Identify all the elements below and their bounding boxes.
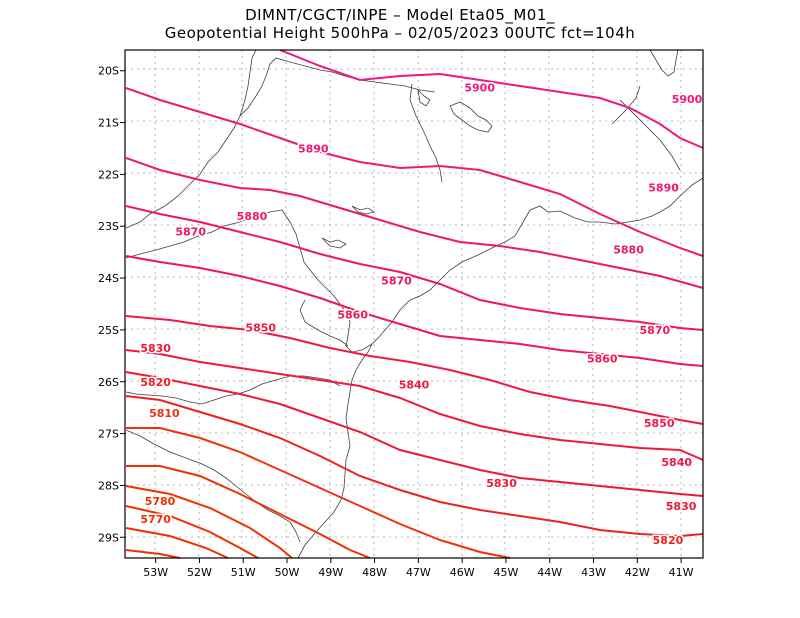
contour-5900 xyxy=(279,49,704,149)
state-border xyxy=(239,49,257,117)
state-border xyxy=(125,429,301,543)
contour-label: 5850 xyxy=(245,321,276,334)
y-tick-label: 20S xyxy=(98,65,119,78)
state-border xyxy=(649,49,679,77)
contour-label: 5830 xyxy=(666,500,697,513)
contour-5830 xyxy=(125,371,704,497)
contour-label: 5850 xyxy=(644,417,675,430)
contour-label: 5890 xyxy=(648,181,679,194)
x-tick-label: 50W xyxy=(275,566,300,579)
x-tick-label: 51W xyxy=(231,566,256,579)
y-tick-label: 26S xyxy=(98,376,119,389)
state-border xyxy=(619,99,681,171)
state-border xyxy=(125,209,373,353)
contour-label: 5820 xyxy=(653,534,684,547)
y-tick-label: 22S xyxy=(98,168,119,181)
contour-label: 5820 xyxy=(140,376,171,389)
y-tick-label: 27S xyxy=(98,428,119,441)
contour-label: 5900 xyxy=(464,81,495,94)
x-tick-label: 44W xyxy=(537,566,562,579)
contour-label: 5890 xyxy=(298,142,329,155)
contour-label: 5870 xyxy=(175,225,206,238)
x-tick-label: 46W xyxy=(450,566,475,579)
x-tick-label: 42W xyxy=(625,566,650,579)
contour-label: 5880 xyxy=(613,244,644,257)
map-title-line1: DIMNT/CGCT/INPE – Model Eta05_M01_ xyxy=(245,6,555,24)
contour-5840 xyxy=(125,349,704,461)
contour-label: 5880 xyxy=(237,210,268,223)
contour-5800 xyxy=(126,465,371,559)
x-axis: 53W 52W 51W 50W 49W 48W 47W 46W 45W 44W 43W 42W 41W xyxy=(143,558,694,579)
contour-5810 xyxy=(126,427,511,559)
contour-labels: 5900 5900 5890 5890 5880 5880 5870 5870 5870 5860… xyxy=(139,80,704,549)
contour-label: 5870 xyxy=(381,275,412,288)
lake xyxy=(417,88,431,107)
state-border xyxy=(611,85,641,125)
x-tick-label: 47W xyxy=(406,566,431,579)
contour-label: 5840 xyxy=(661,456,692,469)
contour-5790 xyxy=(125,485,293,559)
contour-5890 xyxy=(125,87,704,257)
x-tick-label: 49W xyxy=(318,566,343,579)
contour-5880 xyxy=(125,157,704,289)
contour-label: 5870 xyxy=(640,324,671,337)
map-title-line2: Geopotential Height 500hPa – 02/05/2023 … xyxy=(164,24,636,42)
contour-5770 xyxy=(125,527,229,559)
x-tick-label: 52W xyxy=(187,566,212,579)
y-tick-label: 23S xyxy=(98,220,119,233)
x-tick-label: 41W xyxy=(669,566,694,579)
contour-5780 xyxy=(125,505,259,559)
contour-label: 5840 xyxy=(399,378,430,391)
contour-5860 xyxy=(125,255,704,367)
contour-label: 5810 xyxy=(149,407,180,420)
contour-label: 5900 xyxy=(672,93,703,106)
x-tick-label: 48W xyxy=(362,566,387,579)
lake xyxy=(351,205,375,215)
x-tick-label: 45W xyxy=(494,566,519,579)
contour-label: 5770 xyxy=(140,513,171,526)
height-contours xyxy=(125,49,704,559)
y-tick-label: 24S xyxy=(98,272,119,285)
coastline xyxy=(297,177,704,559)
contour-5760 xyxy=(125,549,181,559)
y-axis: 20S 21S 22S 23S 24S 25S 26S 27S 28S 29S xyxy=(98,65,125,544)
contour-5870 xyxy=(125,205,704,331)
state-border xyxy=(125,57,436,229)
contour-label: 5830 xyxy=(486,477,517,490)
contour-label: 5830 xyxy=(140,342,171,355)
contour-label: 5860 xyxy=(337,308,368,321)
y-tick-label: 29S xyxy=(98,531,119,544)
state-border xyxy=(125,375,341,405)
y-tick-label: 28S xyxy=(98,479,119,492)
lake xyxy=(321,237,347,249)
contour-5850 xyxy=(125,315,704,425)
state-border xyxy=(299,299,349,347)
y-tick-label: 21S xyxy=(98,117,119,130)
x-tick-label: 43W xyxy=(581,566,606,579)
x-tick-label: 53W xyxy=(143,566,168,579)
lake xyxy=(449,101,493,133)
coastline-and-borders xyxy=(125,49,704,559)
state-border xyxy=(409,83,443,183)
contour-5820 xyxy=(125,395,704,538)
map-frame xyxy=(124,49,704,559)
contour-label: 5780 xyxy=(145,495,176,508)
contour-label: 5860 xyxy=(587,352,618,365)
y-tick-label: 25S xyxy=(98,324,119,337)
